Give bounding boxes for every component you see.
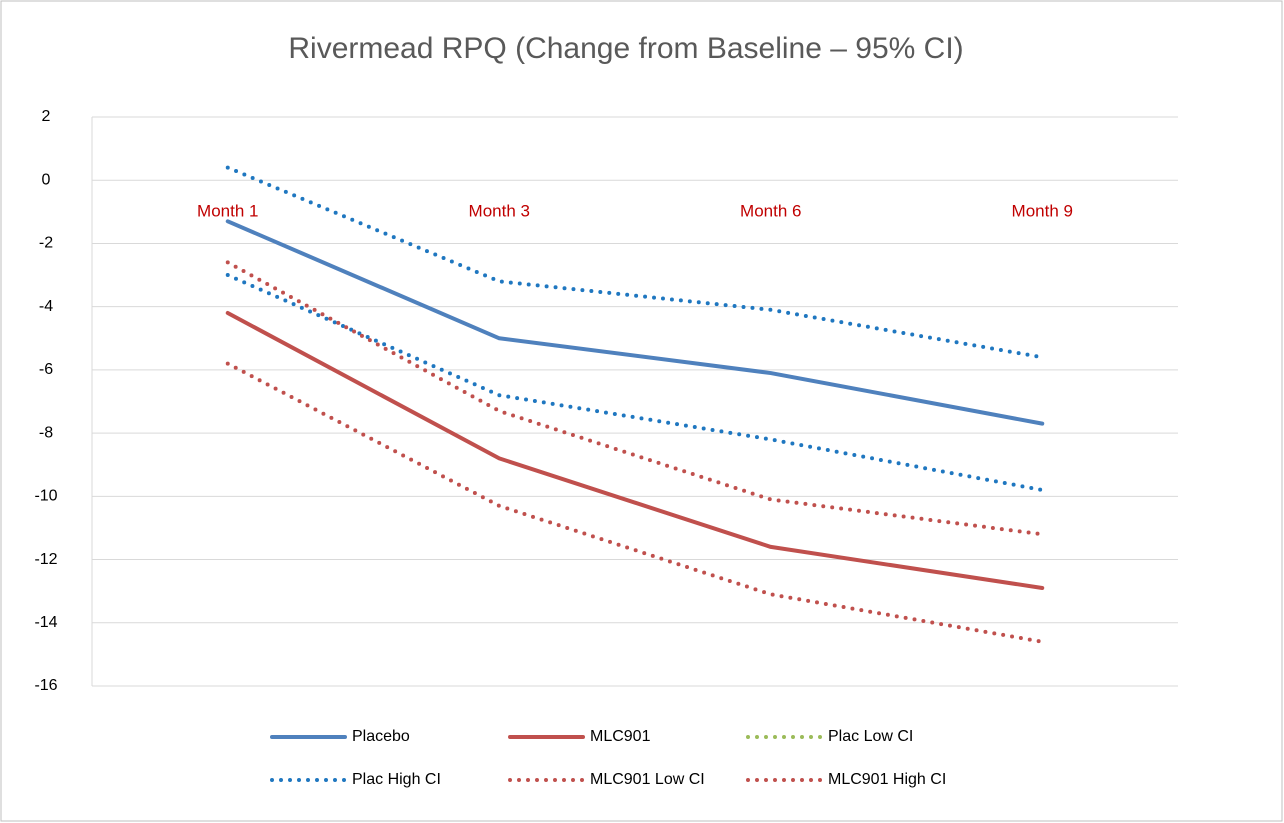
- y-tick-label: -14: [34, 614, 57, 631]
- series-line: [225, 219, 1045, 426]
- legend-label: Placebo: [352, 728, 410, 745]
- y-tick-label: 2: [42, 108, 51, 125]
- legend-label: Plac Low CI: [828, 728, 913, 745]
- legend-label: MLC901 High CI: [828, 771, 946, 788]
- series-line: [225, 165, 1045, 360]
- legend-label: MLC901 Low CI: [590, 771, 705, 788]
- y-tick-label: -2: [39, 235, 53, 252]
- x-tick-label: Month 6: [740, 202, 801, 221]
- y-tick-label: -16: [34, 677, 57, 694]
- y-tick-label: -10: [34, 488, 57, 505]
- x-tick-label: Month 1: [197, 202, 258, 221]
- x-tick-label: Month 3: [469, 202, 530, 221]
- y-tick-label: -8: [39, 424, 53, 441]
- chart-title: Rivermead RPQ (Change from Baseline – 95…: [288, 32, 963, 65]
- series-line: [225, 310, 1045, 591]
- series-line: [225, 260, 1045, 537]
- y-tick-label: -6: [39, 361, 53, 378]
- y-tick-label: -12: [34, 551, 57, 568]
- legend-label: MLC901: [590, 728, 651, 745]
- legend-label: Plac High CI: [352, 771, 441, 788]
- series-line: [225, 273, 1045, 493]
- y-tick-label: 0: [42, 171, 51, 188]
- y-tick-label: -4: [39, 298, 53, 315]
- series-line: [225, 361, 1045, 644]
- x-tick-label: Month 9: [1012, 202, 1073, 221]
